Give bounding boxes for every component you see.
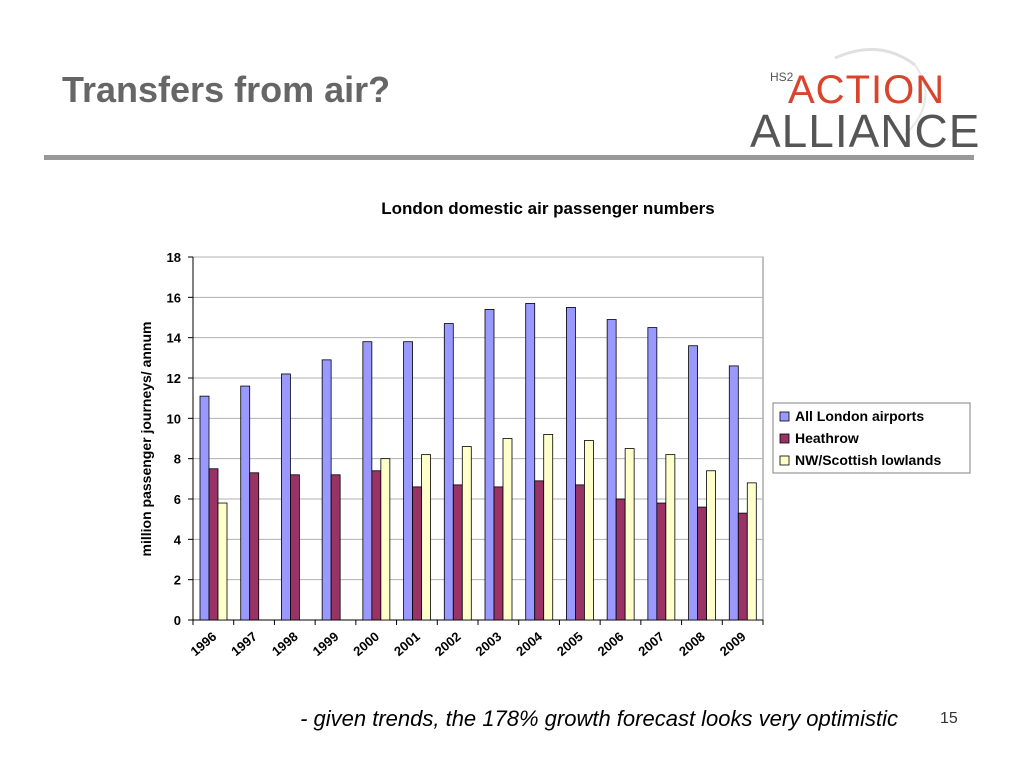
- bar-all-london-airports-2002: [443, 323, 454, 621]
- bar-all-london-airports-2007: [647, 327, 658, 621]
- legend-box: [772, 402, 971, 474]
- legend-swatch-1: [779, 433, 790, 444]
- y-tick-label: 18: [167, 250, 181, 265]
- bar-heathrow-2001: [412, 486, 422, 621]
- bar-all-london-airports-2006: [606, 319, 617, 621]
- x-tick-label-1998: 1998: [269, 629, 301, 659]
- bar-chart: London domestic air passenger numbers mi…: [138, 199, 971, 659]
- logo-swoosh-icon: [834, 48, 927, 136]
- chart-title: London domestic air passenger numbers: [381, 199, 714, 218]
- bar-all-london-airports-2009: [728, 365, 739, 621]
- y-tick-label: 0: [174, 613, 181, 628]
- bar-nw-scottish-lowlands-2002: [461, 446, 472, 621]
- bar-heathrow-2009: [737, 512, 748, 621]
- bar-heathrow-2007: [656, 502, 667, 621]
- bar-all-london-airports-2008: [688, 345, 698, 621]
- logo-hs2-text: HS2: [770, 70, 794, 84]
- bar-nw-scottish-lowlands-2001: [421, 454, 431, 621]
- x-tick-label-2004: 2004: [513, 628, 545, 659]
- bar-nw-scottish-lowlands-2006: [624, 448, 635, 621]
- y-tick-label: 12: [167, 371, 181, 386]
- legend-label-1: Heathrow: [795, 430, 859, 446]
- bar-all-london-airports-1997: [240, 385, 251, 621]
- bar-all-london-airports-2000: [362, 341, 373, 621]
- bar-nw-scottish-lowlands-2005: [584, 440, 594, 621]
- x-tick-label-2008: 2008: [676, 629, 708, 659]
- x-tick-label-2007: 2007: [635, 629, 667, 659]
- y-tick-label: 4: [174, 532, 182, 547]
- y-tick-label: 10: [167, 411, 181, 426]
- y-tick-label: 14: [167, 331, 182, 346]
- y-tick-label: 6: [174, 492, 181, 507]
- slide-title: Transfers from air?: [62, 69, 391, 110]
- bar-nw-scottish-lowlands-2004: [543, 434, 554, 621]
- bar-heathrow-2005: [575, 484, 585, 621]
- title-divider: [44, 155, 974, 160]
- footnote-text: - given trends, the 178% growth forecast…: [300, 706, 898, 731]
- page-number: 15: [940, 710, 958, 727]
- bar-all-london-airports-1996: [199, 395, 210, 621]
- bar-all-london-airports-1999: [321, 359, 332, 621]
- bar-all-london-airports-1998: [281, 373, 291, 621]
- x-tick-label-1999: 1999: [310, 629, 342, 659]
- y-tick-label: 8: [174, 452, 181, 467]
- bar-heathrow-1998: [290, 474, 300, 621]
- x-tick-label-2006: 2006: [595, 629, 627, 659]
- bar-nw-scottish-lowlands-2007: [665, 454, 676, 621]
- bar-heathrow-2003: [493, 486, 504, 621]
- bar-nw-scottish-lowlands-2003: [502, 438, 513, 621]
- bar-heathrow-2002: [452, 484, 463, 621]
- bar-nw-scottish-lowlands-2000: [380, 458, 391, 621]
- x-tick-label-2002: 2002: [432, 629, 464, 659]
- bar-nw-scottish-lowlands-1996: [217, 502, 228, 621]
- bar-heathrow-1999: [330, 474, 341, 621]
- bar-heathrow-1997: [249, 472, 260, 621]
- bar-heathrow-2000: [371, 470, 382, 621]
- bar-heathrow-2004: [534, 480, 545, 621]
- plot-area: [192, 256, 764, 621]
- legend-label-2: NW/Scottish lowlands: [795, 452, 941, 468]
- x-tick-label-2009: 2009: [717, 629, 749, 659]
- logo-action-text: ACTION: [788, 68, 946, 112]
- y-axis-label: million passenger journeys/ annum: [138, 322, 154, 557]
- x-tick-label-1997: 1997: [228, 629, 260, 659]
- bar-nw-scottish-lowlands-2008: [706, 470, 716, 621]
- bar-all-london-airports-2005: [566, 307, 576, 621]
- bar-all-london-airports-2004: [525, 302, 536, 621]
- x-tick-label-2003: 2003: [472, 629, 504, 659]
- logo-alliance-text: ALLIANCE: [750, 105, 981, 157]
- legend-swatch-0: [779, 411, 790, 422]
- x-tick-label-2000: 2000: [350, 629, 382, 659]
- x-tick-label-2001: 2001: [391, 629, 423, 659]
- legend-label-0: All London airports: [795, 408, 924, 424]
- y-tick-label: 16: [167, 290, 181, 305]
- x-tick-label-2005: 2005: [554, 629, 586, 659]
- bar-nw-scottish-lowlands-2009: [746, 482, 757, 621]
- y-tick-label: 2: [174, 573, 181, 588]
- hs2-action-alliance-logo: HS2 ACTION ALLIANCE: [740, 40, 980, 155]
- legend-swatch-2: [779, 455, 790, 466]
- bar-heathrow-1996: [208, 468, 219, 621]
- x-tick-label-1996: 1996: [187, 629, 219, 659]
- bar-heathrow-2008: [697, 506, 707, 621]
- bar-all-london-airports-2003: [484, 309, 495, 621]
- bar-all-london-airports-2001: [403, 341, 413, 621]
- bar-heathrow-2006: [615, 498, 626, 621]
